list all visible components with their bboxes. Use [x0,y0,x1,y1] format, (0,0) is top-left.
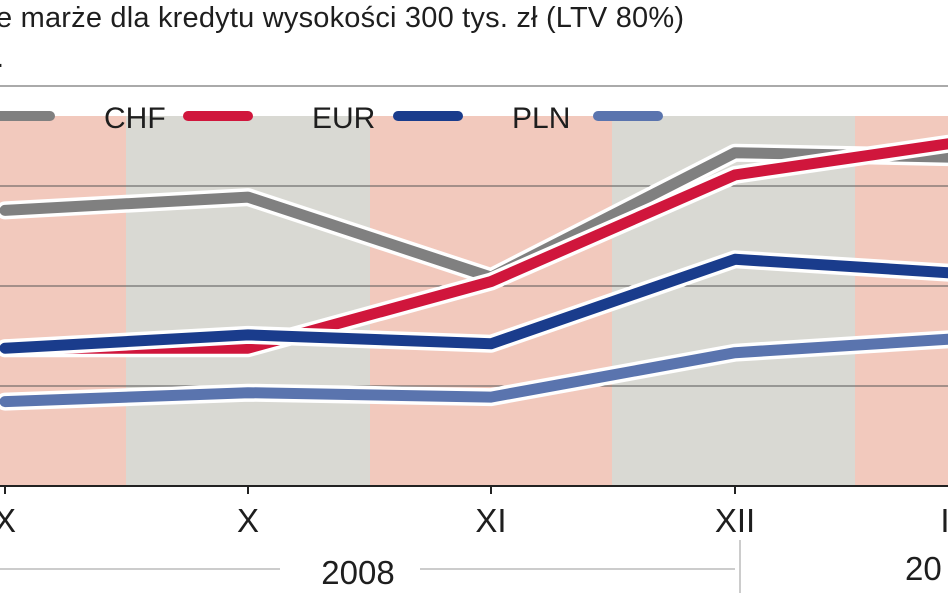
legend-label-pln: PLN [512,102,570,135]
x-tick-label-5: I [940,502,948,539]
series-line-3 [0,253,948,354]
x-tick-label-1: X [0,502,16,539]
chart-subtitle: . [0,42,4,75]
month-band-1 [0,116,126,486]
legend-label-chf: CHF [104,102,166,135]
month-band-5 [855,116,948,486]
year-label-2: 20 [905,550,942,587]
x-tick-label-2: X [237,502,259,539]
month-band-2 [126,116,370,486]
x-tick-label-4: XII [715,502,755,539]
x-tick-label-3: XI [475,502,506,539]
series-line-4 [0,333,948,408]
year-label-1: 2008 [321,554,394,591]
chart-title: e marże dla kredytu wysokości 300 tys. z… [0,2,685,34]
legend-label-eur: EUR [312,102,375,135]
